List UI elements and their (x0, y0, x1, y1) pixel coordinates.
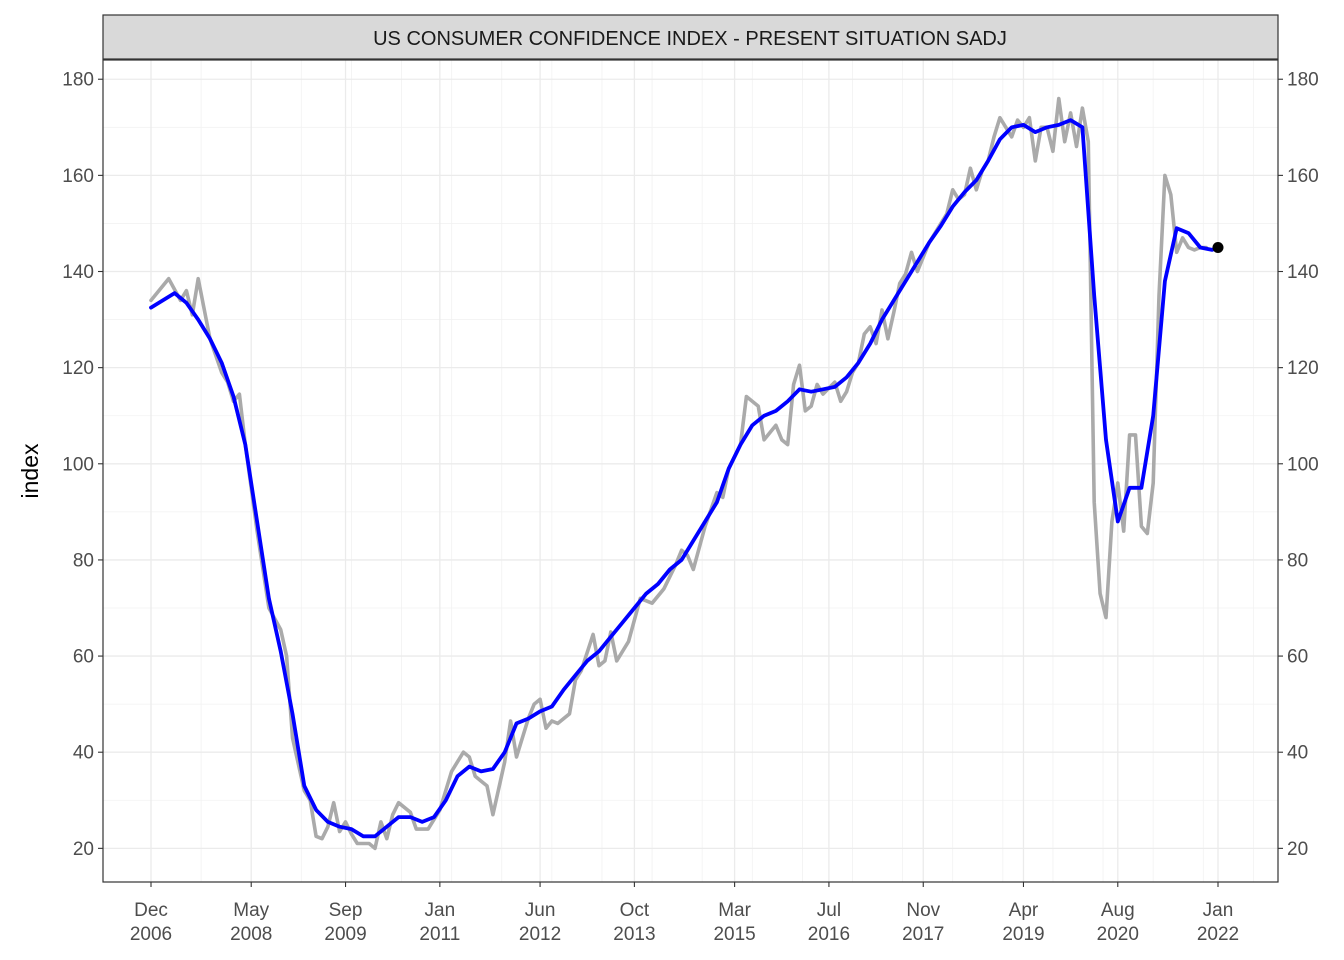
x-tick-label-year: 2006 (130, 924, 172, 945)
y-tick-label-right: 100 (1287, 454, 1319, 475)
y-tick-label-left: 140 (62, 262, 94, 283)
x-tick-label-year: 2011 (419, 924, 460, 945)
x-axis: Dec 2006 May 2008 Sep 2009 Jan 2011 Jun 2012 Oct 20… (130, 882, 1239, 945)
strip-header: US CONSUMER CONFIDENCE INDEX - PRESENT S… (102, 14, 1279, 60)
x-tick-label-month: Mar (718, 900, 751, 921)
last-value-point (1212, 241, 1224, 253)
chart-title: US CONSUMER CONFIDENCE INDEX - PRESENT S… (373, 28, 1007, 50)
x-tick-label-month: Jun (525, 900, 556, 921)
y-tick-label-left: 40 (73, 743, 94, 764)
y-axis-right: 20 40 60 80 100 120 140 160 180 (1278, 70, 1319, 860)
x-tick-label-month: Jul (817, 900, 841, 921)
x-tick-label-month: Nov (906, 900, 940, 921)
x-tick-label-month: Dec (134, 900, 168, 921)
x-tick-label-year: 2019 (1002, 924, 1044, 945)
y-tick-label-left: 20 (73, 839, 94, 860)
x-tick-label-year: 2020 (1097, 924, 1139, 945)
x-tick-label-year: 2022 (1197, 924, 1239, 945)
y-tick-label-right: 120 (1287, 358, 1319, 379)
x-tick-label-year: 2013 (613, 924, 655, 945)
y-tick-label-right: 80 (1287, 550, 1308, 571)
x-tick-label-month: Apr (1009, 900, 1039, 921)
x-tick-label-year: 2017 (902, 924, 944, 945)
y-axis-left: 20 40 60 80 100 120 140 160 180 (62, 70, 103, 860)
panel-border (102, 59, 1279, 883)
strip-background (102, 14, 1279, 60)
x-tick-label-year: 2009 (324, 924, 366, 945)
x-tick-label-month: Oct (620, 900, 650, 921)
x-tick-label-month: Jan (1203, 900, 1234, 921)
minor-gridlines (103, 60, 1278, 882)
y-axis-title: index (17, 443, 43, 498)
x-tick-label-month: May (233, 900, 269, 921)
y-tick-label-left: 100 (62, 454, 94, 475)
y-tick-label-right: 60 (1287, 647, 1308, 668)
y-tick-label-right: 20 (1287, 839, 1308, 860)
series-layer (149, 96, 1224, 851)
x-tick-label-year: 2015 (713, 924, 755, 945)
x-tick-label-month: Jan (425, 900, 456, 921)
y-tick-label-right: 180 (1287, 70, 1319, 91)
series-line-raw (149, 96, 1208, 851)
x-tick-label-year: 2016 (808, 924, 850, 945)
major-gridlines (103, 60, 1278, 882)
y-tick-label-left: 60 (73, 647, 94, 668)
series-line-smoothed (149, 118, 1220, 839)
y-tick-label-right: 140 (1287, 262, 1319, 283)
y-tick-label-left: 80 (73, 550, 94, 571)
y-tick-label-left: 120 (62, 358, 94, 379)
y-tick-label-left: 180 (62, 70, 94, 91)
y-tick-label-right: 160 (1287, 166, 1319, 187)
x-tick-label-year: 2008 (230, 924, 272, 945)
x-tick-label-month: Sep (329, 900, 363, 921)
y-tick-label-right: 40 (1287, 743, 1308, 764)
x-tick-label-year: 2012 (519, 924, 561, 945)
y-tick-label-left: 160 (62, 166, 94, 187)
x-tick-label-month: Aug (1101, 900, 1135, 921)
